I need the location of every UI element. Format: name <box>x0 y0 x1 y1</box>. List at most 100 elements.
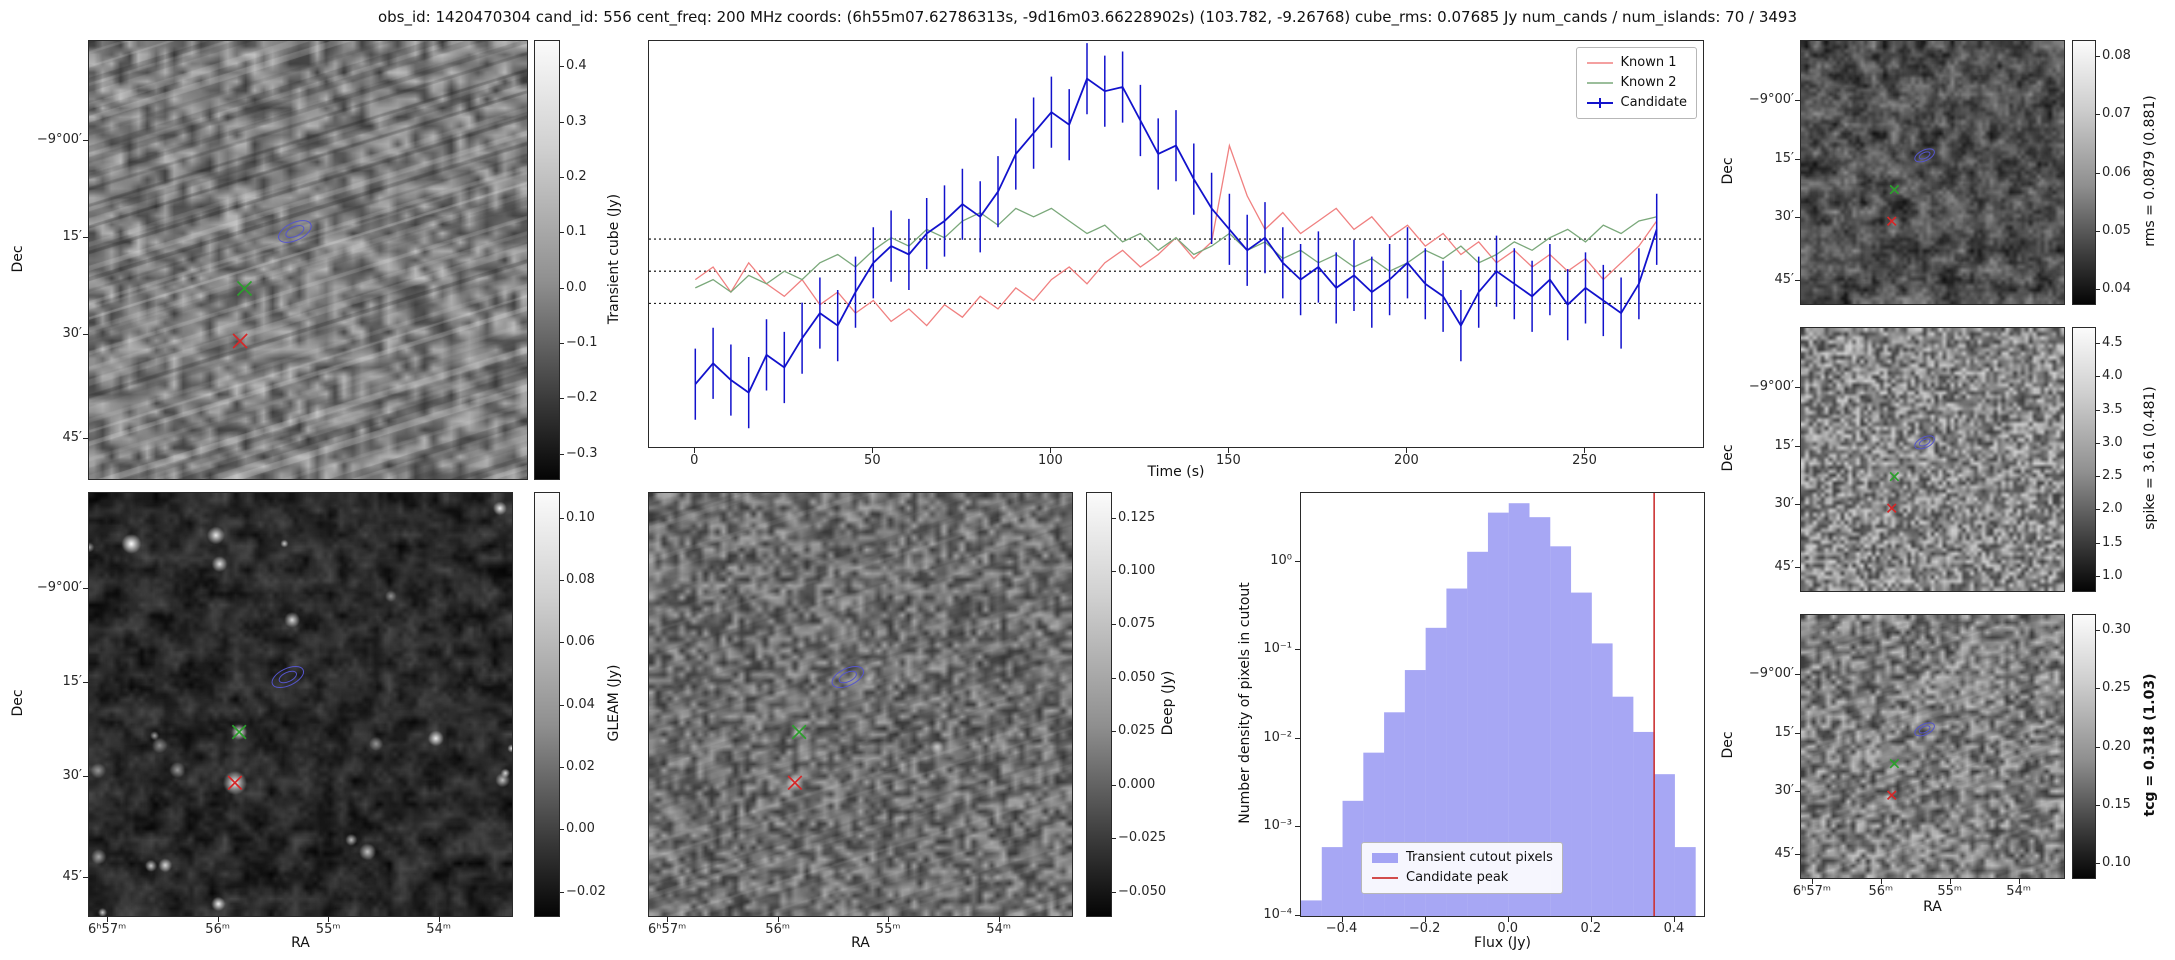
tcg-ra-axis-label: RA <box>1923 899 1942 915</box>
transient-cube-noise-canvas <box>89 41 527 479</box>
deep-colorbar-tick-label: 0.000 <box>1118 776 1156 792</box>
rms-dec-tick-label: 30′ <box>1774 209 1795 225</box>
tcg-dec-tick-mark <box>1795 674 1800 676</box>
deep-colorbar-tick-label: −0.025 <box>1118 830 1167 846</box>
tcg-ra-tick-label: 55ᵐ <box>1937 884 1963 899</box>
transient-colorbar-tick-label: −0.1 <box>566 334 598 350</box>
lightcurve-xlabel: Time (s) <box>1147 464 1205 480</box>
histogram-y-tick-label: 10⁰ <box>1270 552 1292 568</box>
transient-colorbar-label: Transient cube (Jy) <box>606 193 622 325</box>
deep-colorbar-tick-mark <box>1112 731 1116 733</box>
legend-label: Transient cutout pixels <box>1406 850 1553 865</box>
rms-dec-tick-mark <box>1795 217 1800 219</box>
gleam-colorbar-tick-mark <box>560 579 564 581</box>
gleam-colorbar-tick-mark <box>560 829 564 831</box>
gleam-noise-canvas <box>89 493 512 916</box>
tcg-ra-tick-mark <box>1811 879 1813 884</box>
deep-colorbar-tick-mark <box>1112 677 1116 679</box>
spike-colorbar-tick-mark <box>2096 576 2100 578</box>
rms-colorbar <box>2072 40 2096 305</box>
gleam-colorbar-tick-label: 0.06 <box>566 634 595 650</box>
histogram-x-tick-label: 0.0 <box>1497 921 1519 936</box>
lightcurve-x-tick-mark <box>694 448 696 453</box>
spike-dec-tick-mark <box>1795 566 1800 568</box>
legend-line-swatch <box>1586 62 1613 64</box>
candidate-errorbars <box>694 43 1658 429</box>
legend-line-swatch <box>1586 98 1613 108</box>
gleam-dec-axis-label: Dec <box>10 689 26 717</box>
histogram-bar <box>1550 546 1572 916</box>
tcg-map-cutout <box>1800 614 2065 879</box>
tcg-dec-tick-label: 45′ <box>1774 845 1795 861</box>
tcg-ra-tick-mark <box>1880 879 1882 884</box>
gleam-ra-tick-label: 6ʰ57ᵐ <box>88 922 127 937</box>
gleam-colorbar-tick-mark <box>560 766 564 768</box>
rms-colorbar-tick-mark <box>2096 172 2100 174</box>
tcg-colorbar <box>2072 614 2096 879</box>
gleam-dec-tick-mark <box>83 682 88 684</box>
tcg-colorbar-tick-label: 0.30 <box>2102 621 2131 637</box>
gleam-ra-tick-label: 54ᵐ <box>426 922 451 937</box>
gleam-colorbar-tick-mark <box>560 891 564 893</box>
rms-colorbar-tick-mark <box>2096 289 2100 291</box>
histogram-y-tick-mark <box>1295 649 1300 651</box>
spike-colorbar-tick-label: 2.5 <box>2102 468 2123 484</box>
transient-dec-tick-label: 30′ <box>62 326 83 342</box>
rms-colorbar-tick-mark <box>2096 230 2100 232</box>
transient-colorbar-tick-label: 0.1 <box>566 224 587 240</box>
histogram-x-tick-label: −0.4 <box>1325 921 1358 936</box>
histogram-bar <box>1654 774 1675 916</box>
rms-dec-tick-label: 45′ <box>1774 271 1795 287</box>
tcg-ra-tick-label: 6ʰ57ᵐ <box>1792 884 1831 899</box>
gleam-dec-tick-mark <box>83 876 88 878</box>
tcg-colorbar-tick-mark <box>2096 688 2100 690</box>
deep-ra-tick-label: 6ʰ57ᵐ <box>648 922 687 937</box>
lightcurve-legend: Known 1 Known 2 Candidate <box>1575 47 1697 119</box>
deep-colorbar-tick-mark <box>1112 624 1116 626</box>
tcg-dec-tick-mark <box>1795 791 1800 793</box>
rms-colorbar-tick-label: 0.07 <box>2102 106 2131 122</box>
deep-colorbar-tick-label: 0.050 <box>1118 669 1156 685</box>
tcg-ra-tick-label: 54ᵐ <box>2006 884 2031 899</box>
tcg-dec-tick-label: 15′ <box>1774 724 1795 740</box>
legend-patch <box>1372 853 1398 863</box>
rms-colorbar-tick-label: 0.05 <box>2102 222 2131 238</box>
histogram-bar <box>1467 551 1488 916</box>
histogram-y-tick-mark <box>1295 737 1300 739</box>
spike-colorbar-tick-mark <box>2096 442 2100 444</box>
transient-dec-tick-mark <box>83 237 88 239</box>
deep-colorbar-tick-label: 0.125 <box>1118 509 1156 525</box>
deep-ra-tick-label: 54ᵐ <box>986 922 1011 937</box>
transient-colorbar-tick-label: −0.3 <box>566 445 598 461</box>
transient-colorbar-tick-label: 0.0 <box>566 279 587 295</box>
gleam-cutout-image <box>88 492 513 917</box>
gleam-colorbar-tick-label: 0.04 <box>566 696 595 712</box>
histogram-x-tick-label: −0.2 <box>1408 921 1441 936</box>
histogram-y-tick-label: 10⁻¹ <box>1263 641 1292 657</box>
lightcurve-x-tick-mark <box>1228 448 1230 453</box>
histogram-bar <box>1342 800 1364 916</box>
gleam-colorbar-tick-mark <box>560 517 564 519</box>
histogram-x-tick-mark <box>1673 917 1675 922</box>
gleam-colorbar-tick-label: 0.10 <box>566 509 595 525</box>
spike-dec-tick-mark <box>1795 387 1800 389</box>
rms-colorbar-tick-mark <box>2096 55 2100 57</box>
deep-ra-axis-label: RA <box>851 935 870 951</box>
lightcurve-series-candidate <box>694 77 1658 394</box>
rms-colorbar-tick-label: 0.06 <box>2102 164 2131 180</box>
histogram-bar <box>1301 900 1322 916</box>
transient-cube-cutout-image <box>88 40 528 480</box>
transient-colorbar <box>534 40 560 480</box>
histogram-legend-item: Candidate peak <box>1371 868 1553 888</box>
histogram-bar <box>1633 731 1655 916</box>
histogram-y-tick-mark <box>1295 826 1300 828</box>
gleam-colorbar-tick-label: 0.00 <box>566 821 595 837</box>
spike-dec-tick-mark <box>1795 504 1800 506</box>
gleam-colorbar-tick-mark <box>560 704 564 706</box>
spike-dec-tick-mark <box>1795 445 1800 447</box>
lightcurve-legend-item: Known 2 <box>1586 73 1687 93</box>
transient-dec-tick-label: 45′ <box>62 430 83 446</box>
histogram-bar <box>1591 643 1613 916</box>
tcg-ra-tick-mark <box>2018 879 2020 884</box>
tcg-dec-tick-label: 30′ <box>1774 783 1795 799</box>
